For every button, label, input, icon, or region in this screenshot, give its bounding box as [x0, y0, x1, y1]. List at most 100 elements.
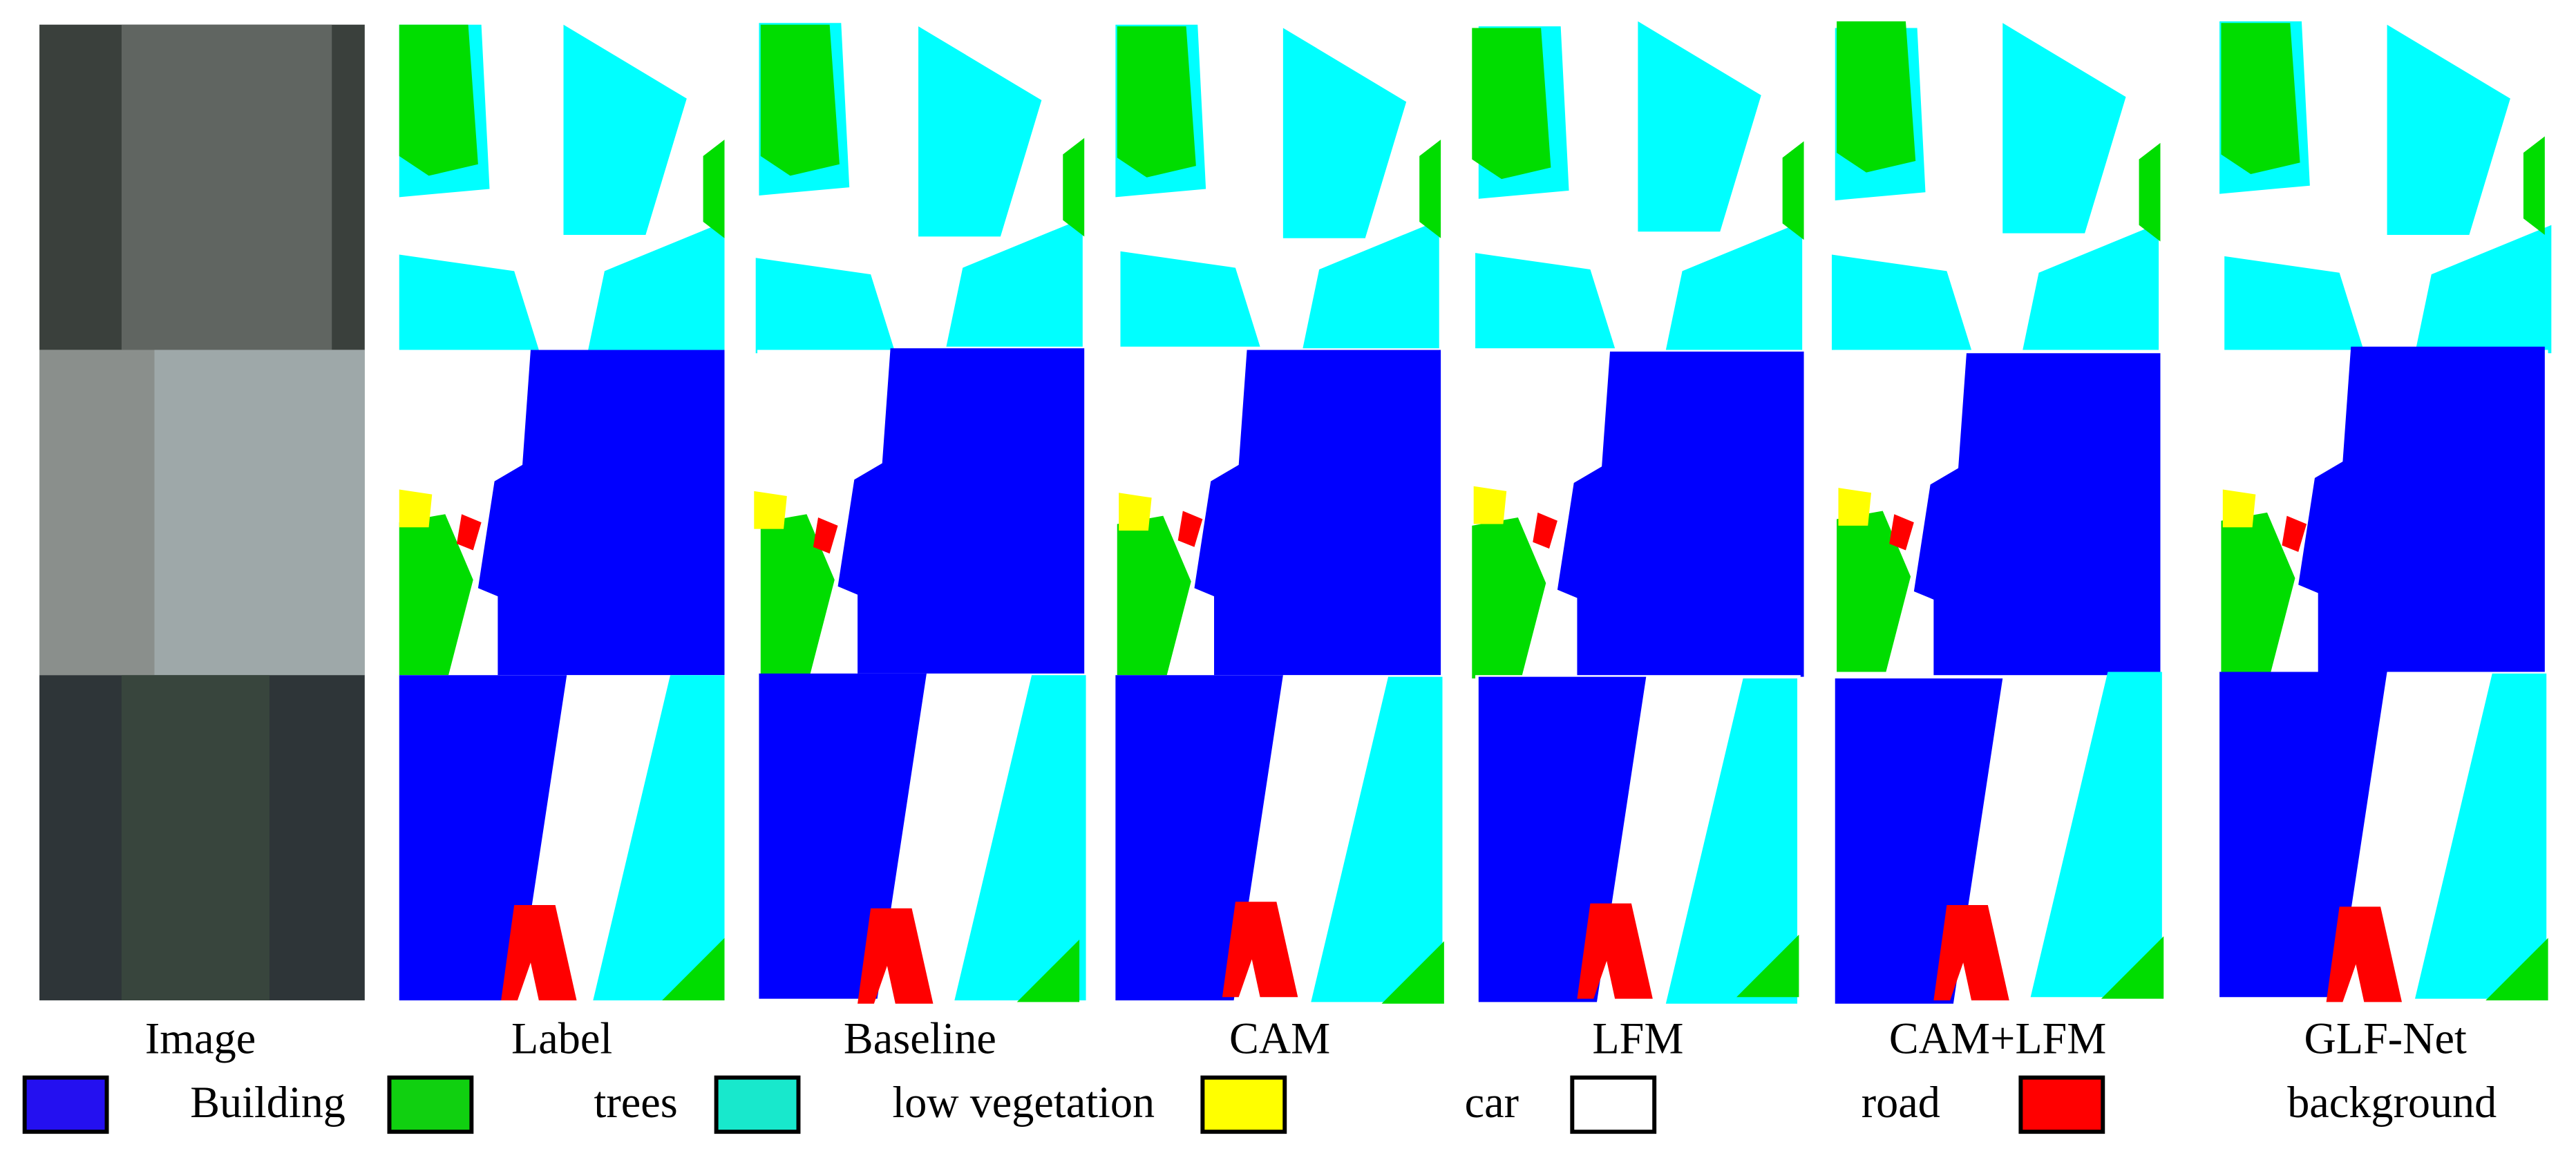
map-region [1782, 141, 1804, 240]
column-label: Baseline [844, 1014, 996, 1063]
map-region [1117, 26, 1196, 178]
legend-label: trees [594, 1078, 678, 1127]
map-region [588, 221, 725, 350]
legend: Building trees low vegetation car road backgr… [22, 1075, 2497, 1134]
map-region [858, 908, 934, 1004]
segmentation-map [755, 23, 1085, 354]
map-region [2002, 23, 2126, 234]
image-detail [121, 24, 332, 350]
map-region [813, 517, 838, 554]
segmentation-map [1475, 675, 1801, 1004]
result-grid [39, 21, 2552, 1004]
image-detail [154, 350, 365, 676]
segmentation-map [757, 673, 1086, 1004]
map-region [2030, 672, 2162, 998]
map-region [2415, 225, 2552, 354]
legend-swatch [387, 1075, 474, 1134]
legend-label: road [1862, 1078, 1940, 1127]
segmentation-map [2219, 672, 2548, 1002]
segmentation-map [1831, 21, 2161, 352]
map-region [2022, 223, 2159, 352]
segmentation-map [2221, 346, 2548, 676]
map-region [399, 514, 473, 676]
map-region [1194, 350, 1441, 676]
map-region [1837, 511, 1911, 672]
map-region [1222, 902, 1298, 998]
map-region [2221, 512, 2295, 674]
map-region [2523, 136, 2545, 236]
map-region [1889, 514, 1914, 551]
map-region [1177, 511, 1203, 547]
map-region [1381, 941, 1444, 1004]
map-region [755, 258, 896, 354]
map-region [2282, 515, 2307, 552]
segmentation-map [1472, 21, 1804, 350]
map-region [456, 514, 482, 551]
map-region [662, 938, 725, 1000]
map-region [2415, 673, 2547, 999]
segmentation-map [754, 348, 1085, 676]
map-region [501, 905, 577, 1000]
legend-label: car [1465, 1078, 1519, 1127]
map-region [1533, 512, 1557, 549]
map-region [1838, 488, 1872, 526]
map-region [593, 675, 725, 1000]
map-region [837, 348, 1085, 674]
legend-swatch [22, 1075, 109, 1134]
map-region [1472, 28, 1551, 180]
map-region [1475, 253, 1616, 349]
column-label: LFM [1592, 1014, 1683, 1063]
segmentation-map [1835, 350, 2161, 678]
map-region [1638, 21, 1761, 232]
aerial-image [39, 24, 365, 350]
segmentation-map [1472, 350, 1804, 678]
map-region [760, 514, 835, 676]
map-region [1303, 220, 1439, 349]
map-region [1472, 517, 1546, 678]
map-region [1120, 251, 1260, 347]
map-region [1831, 254, 1972, 350]
legend-swatch [1200, 1075, 1287, 1134]
segmentation-map [1835, 672, 2164, 1004]
map-region [1311, 676, 1443, 1002]
map-region [760, 24, 840, 176]
column-label: GLF-Net [2304, 1014, 2467, 1063]
map-region [1282, 28, 1407, 238]
map-region [1473, 486, 1507, 524]
column-label: Image [145, 1014, 256, 1063]
map-region [2224, 256, 2365, 352]
map-region [2222, 489, 2256, 528]
map-region [2139, 142, 2161, 242]
map-region [1016, 939, 1080, 1002]
legend-label: low vegetation [892, 1078, 1155, 1127]
map-region [2485, 938, 2548, 1000]
legend-label: background [2287, 1078, 2497, 1127]
map-region [1117, 515, 1191, 677]
map-region [477, 350, 725, 676]
aerial-image [39, 675, 365, 1000]
map-region [1913, 353, 2161, 678]
map-region [1665, 678, 1798, 1004]
map-region [1419, 140, 1441, 238]
map-region [2298, 346, 2545, 672]
column-label: CAM+LFM [1889, 1014, 2106, 1063]
map-region [1577, 903, 1653, 999]
map-region [1063, 137, 1085, 237]
map-region [918, 26, 1042, 237]
column-labels: Image Label Baseline CAM LFM CAM+LFM GLF-Net [145, 1014, 2467, 1063]
segmentation-map [1115, 24, 1443, 350]
map-region [2221, 23, 2300, 175]
map-region [399, 24, 478, 176]
legend-swatch [1570, 1075, 1657, 1134]
map-region [1736, 934, 1799, 998]
map-region [2326, 906, 2402, 1002]
image-detail [121, 675, 269, 1000]
map-region [946, 218, 1083, 347]
map-region [1119, 493, 1152, 531]
segmentation-map [399, 24, 725, 350]
aerial-image [39, 350, 365, 676]
map-region [399, 254, 539, 350]
legend-label: Building [190, 1078, 345, 1127]
map-region [1557, 351, 1804, 677]
